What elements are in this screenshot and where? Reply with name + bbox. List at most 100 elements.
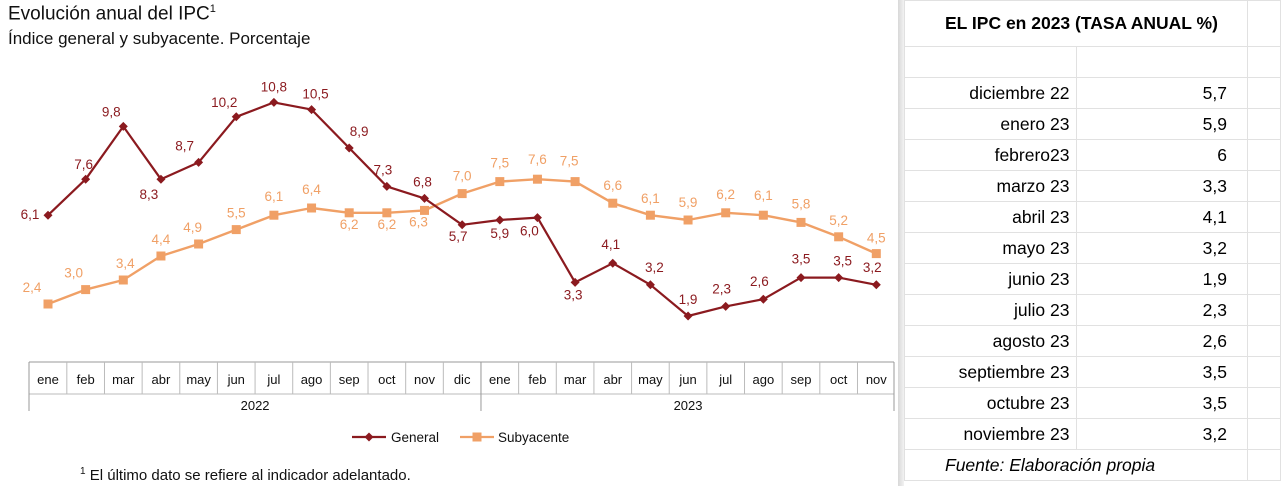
empty-cell[interactable] <box>1247 325 1281 357</box>
empty-cell[interactable] <box>1075 46 1248 78</box>
data-label-general-16: 3,2 <box>645 260 664 275</box>
marker-subyacente-16 <box>645 210 655 220</box>
table-row: abril 23 4,1 <box>904 201 1281 233</box>
marker-general-8 <box>344 143 354 153</box>
marker-general-4 <box>194 157 204 167</box>
marker-subyacente-15 <box>608 198 618 208</box>
marker-general-12 <box>495 215 505 225</box>
x-tick-label-1: feb <box>77 372 95 387</box>
rate-cell[interactable]: 2,6 <box>1075 325 1248 357</box>
month-cell[interactable]: noviembre 23 <box>904 418 1077 450</box>
line-chart: 6,1 7,6 9,8 8,3 8,7 10,2 10,8 10,5 8,9 7,3 6,8 5,7 5… <box>21 79 895 445</box>
legend-label-subyacente: Subyacente <box>498 430 569 445</box>
empty-cell[interactable] <box>1247 0 1281 47</box>
table-row: noviembre 23 3,2 <box>904 418 1281 450</box>
marker-general-16 <box>645 280 655 290</box>
chart-subtitle: Índice general y subyacente. Porcentaje <box>8 29 311 48</box>
data-label-general-13: 6,0 <box>520 224 539 239</box>
marker-general-18 <box>721 301 731 311</box>
data-label-general-11: 5,7 <box>449 229 468 244</box>
empty-cell[interactable] <box>1247 263 1281 295</box>
rate-cell[interactable]: 3,5 <box>1075 387 1248 419</box>
rate-cell[interactable]: 1,9 <box>1075 263 1248 295</box>
marker-subyacente-11 <box>457 189 467 199</box>
marker-subyacente-18 <box>721 208 731 218</box>
empty-cell[interactable] <box>1247 387 1281 419</box>
empty-cell[interactable] <box>1247 46 1281 78</box>
marker-general-9 <box>382 181 392 191</box>
month-cell[interactable]: mayo 23 <box>904 232 1077 264</box>
rate-cell[interactable]: 3,5 <box>1075 356 1248 388</box>
table-row: octubre 23 3,5 <box>904 387 1281 419</box>
month-cell[interactable]: enero 23 <box>904 108 1077 140</box>
data-label-general-14: 3,3 <box>564 287 583 302</box>
rate-cell[interactable]: 2,3 <box>1075 294 1248 326</box>
marker-subyacente-13 <box>532 174 542 184</box>
rate-cell[interactable]: 6 <box>1075 139 1248 171</box>
month-cell[interactable]: septiembre 23 <box>904 356 1077 388</box>
ipc-table: EL IPC en 2023 (TASA ANUAL %) diciembre 2… <box>904 0 1281 481</box>
marker-subyacente-9 <box>382 208 392 218</box>
footnote-marker: 1 <box>80 466 86 477</box>
table-row: mayo 23 3,2 <box>904 232 1281 264</box>
marker-general-21 <box>834 273 844 283</box>
empty-cell[interactable] <box>1247 201 1281 233</box>
marker-general-3 <box>156 174 166 184</box>
month-cell[interactable]: agosto 23 <box>904 325 1077 357</box>
marker-general-15 <box>608 258 618 268</box>
table-row: diciembre 22 5,7 <box>904 77 1281 109</box>
empty-cell[interactable] <box>1247 77 1281 109</box>
empty-cell[interactable] <box>1247 356 1281 388</box>
data-label-subyacente-8: 6,2 <box>340 217 359 232</box>
empty-cell[interactable] <box>1247 139 1281 171</box>
empty-cell[interactable] <box>1247 294 1281 326</box>
marker-subyacente-6 <box>269 210 279 220</box>
rate-cell[interactable]: 5,7 <box>1075 77 1248 109</box>
month-cell[interactable]: febrero23 <box>904 139 1077 171</box>
marker-general-14 <box>570 277 580 287</box>
table-row: septiembre 23 3,5 <box>904 356 1281 388</box>
table-title-cell[interactable]: EL IPC en 2023 (TASA ANUAL %) <box>904 0 1248 47</box>
empty-cell[interactable] <box>904 46 1077 78</box>
month-cell[interactable]: diciembre 22 <box>904 77 1077 109</box>
table-row: agosto 23 2,6 <box>904 325 1281 357</box>
x-tick-label-17: jun <box>678 372 696 387</box>
data-label-general-5: 10,2 <box>211 95 237 110</box>
data-label-subyacente-7: 6,4 <box>302 182 321 197</box>
data-label-subyacente-11: 7,0 <box>453 169 472 184</box>
month-cell[interactable]: marzo 23 <box>904 170 1077 202</box>
source-cell[interactable]: Fuente: Elaboración propia <box>904 449 1248 481</box>
marker-subyacente-17 <box>683 215 693 225</box>
rate-cell[interactable]: 3,2 <box>1075 418 1248 450</box>
empty-cell[interactable] <box>1247 418 1281 450</box>
rate-cell[interactable]: 4,1 <box>1075 201 1248 233</box>
data-label-general-6: 10,8 <box>261 79 287 94</box>
rate-cell[interactable]: 3,2 <box>1075 232 1248 264</box>
year-label-2022: 2022 <box>241 398 270 413</box>
legend-marker-general <box>364 432 374 442</box>
empty-cell[interactable] <box>1247 170 1281 202</box>
year-label-2023: 2023 <box>674 398 703 413</box>
month-cell[interactable]: julio 23 <box>904 294 1077 326</box>
data-label-general-8: 8,9 <box>350 124 369 139</box>
month-cell[interactable]: octubre 23 <box>904 387 1077 419</box>
empty-cell[interactable] <box>1247 449 1281 481</box>
month-cell[interactable]: abril 23 <box>904 201 1077 233</box>
x-tick-label-21: oct <box>830 372 848 387</box>
data-label-subyacente-0: 2,4 <box>23 280 42 295</box>
marker-subyacente-22 <box>871 249 881 259</box>
rate-cell[interactable]: 3,3 <box>1075 170 1248 202</box>
empty-cell[interactable] <box>1247 108 1281 140</box>
rate-cell[interactable]: 5,9 <box>1075 108 1248 140</box>
x-tick-label-14: mar <box>564 372 587 387</box>
table-header-row: EL IPC en 2023 (TASA ANUAL %) <box>904 0 1281 47</box>
data-label-subyacente-5: 5,5 <box>227 206 246 221</box>
empty-cell[interactable] <box>1247 232 1281 264</box>
month-cell[interactable]: junio 23 <box>904 263 1077 295</box>
data-label-general-19: 2,6 <box>750 274 769 289</box>
spreadsheet: EL IPC en 2023 (TASA ANUAL %) diciembre 2… <box>904 0 1281 486</box>
x-tick-label-5: jun <box>227 372 245 387</box>
table-row: febrero23 6 <box>904 139 1281 171</box>
data-label-general-2: 9,8 <box>102 104 121 119</box>
data-label-subyacente-15: 6,6 <box>603 178 622 193</box>
